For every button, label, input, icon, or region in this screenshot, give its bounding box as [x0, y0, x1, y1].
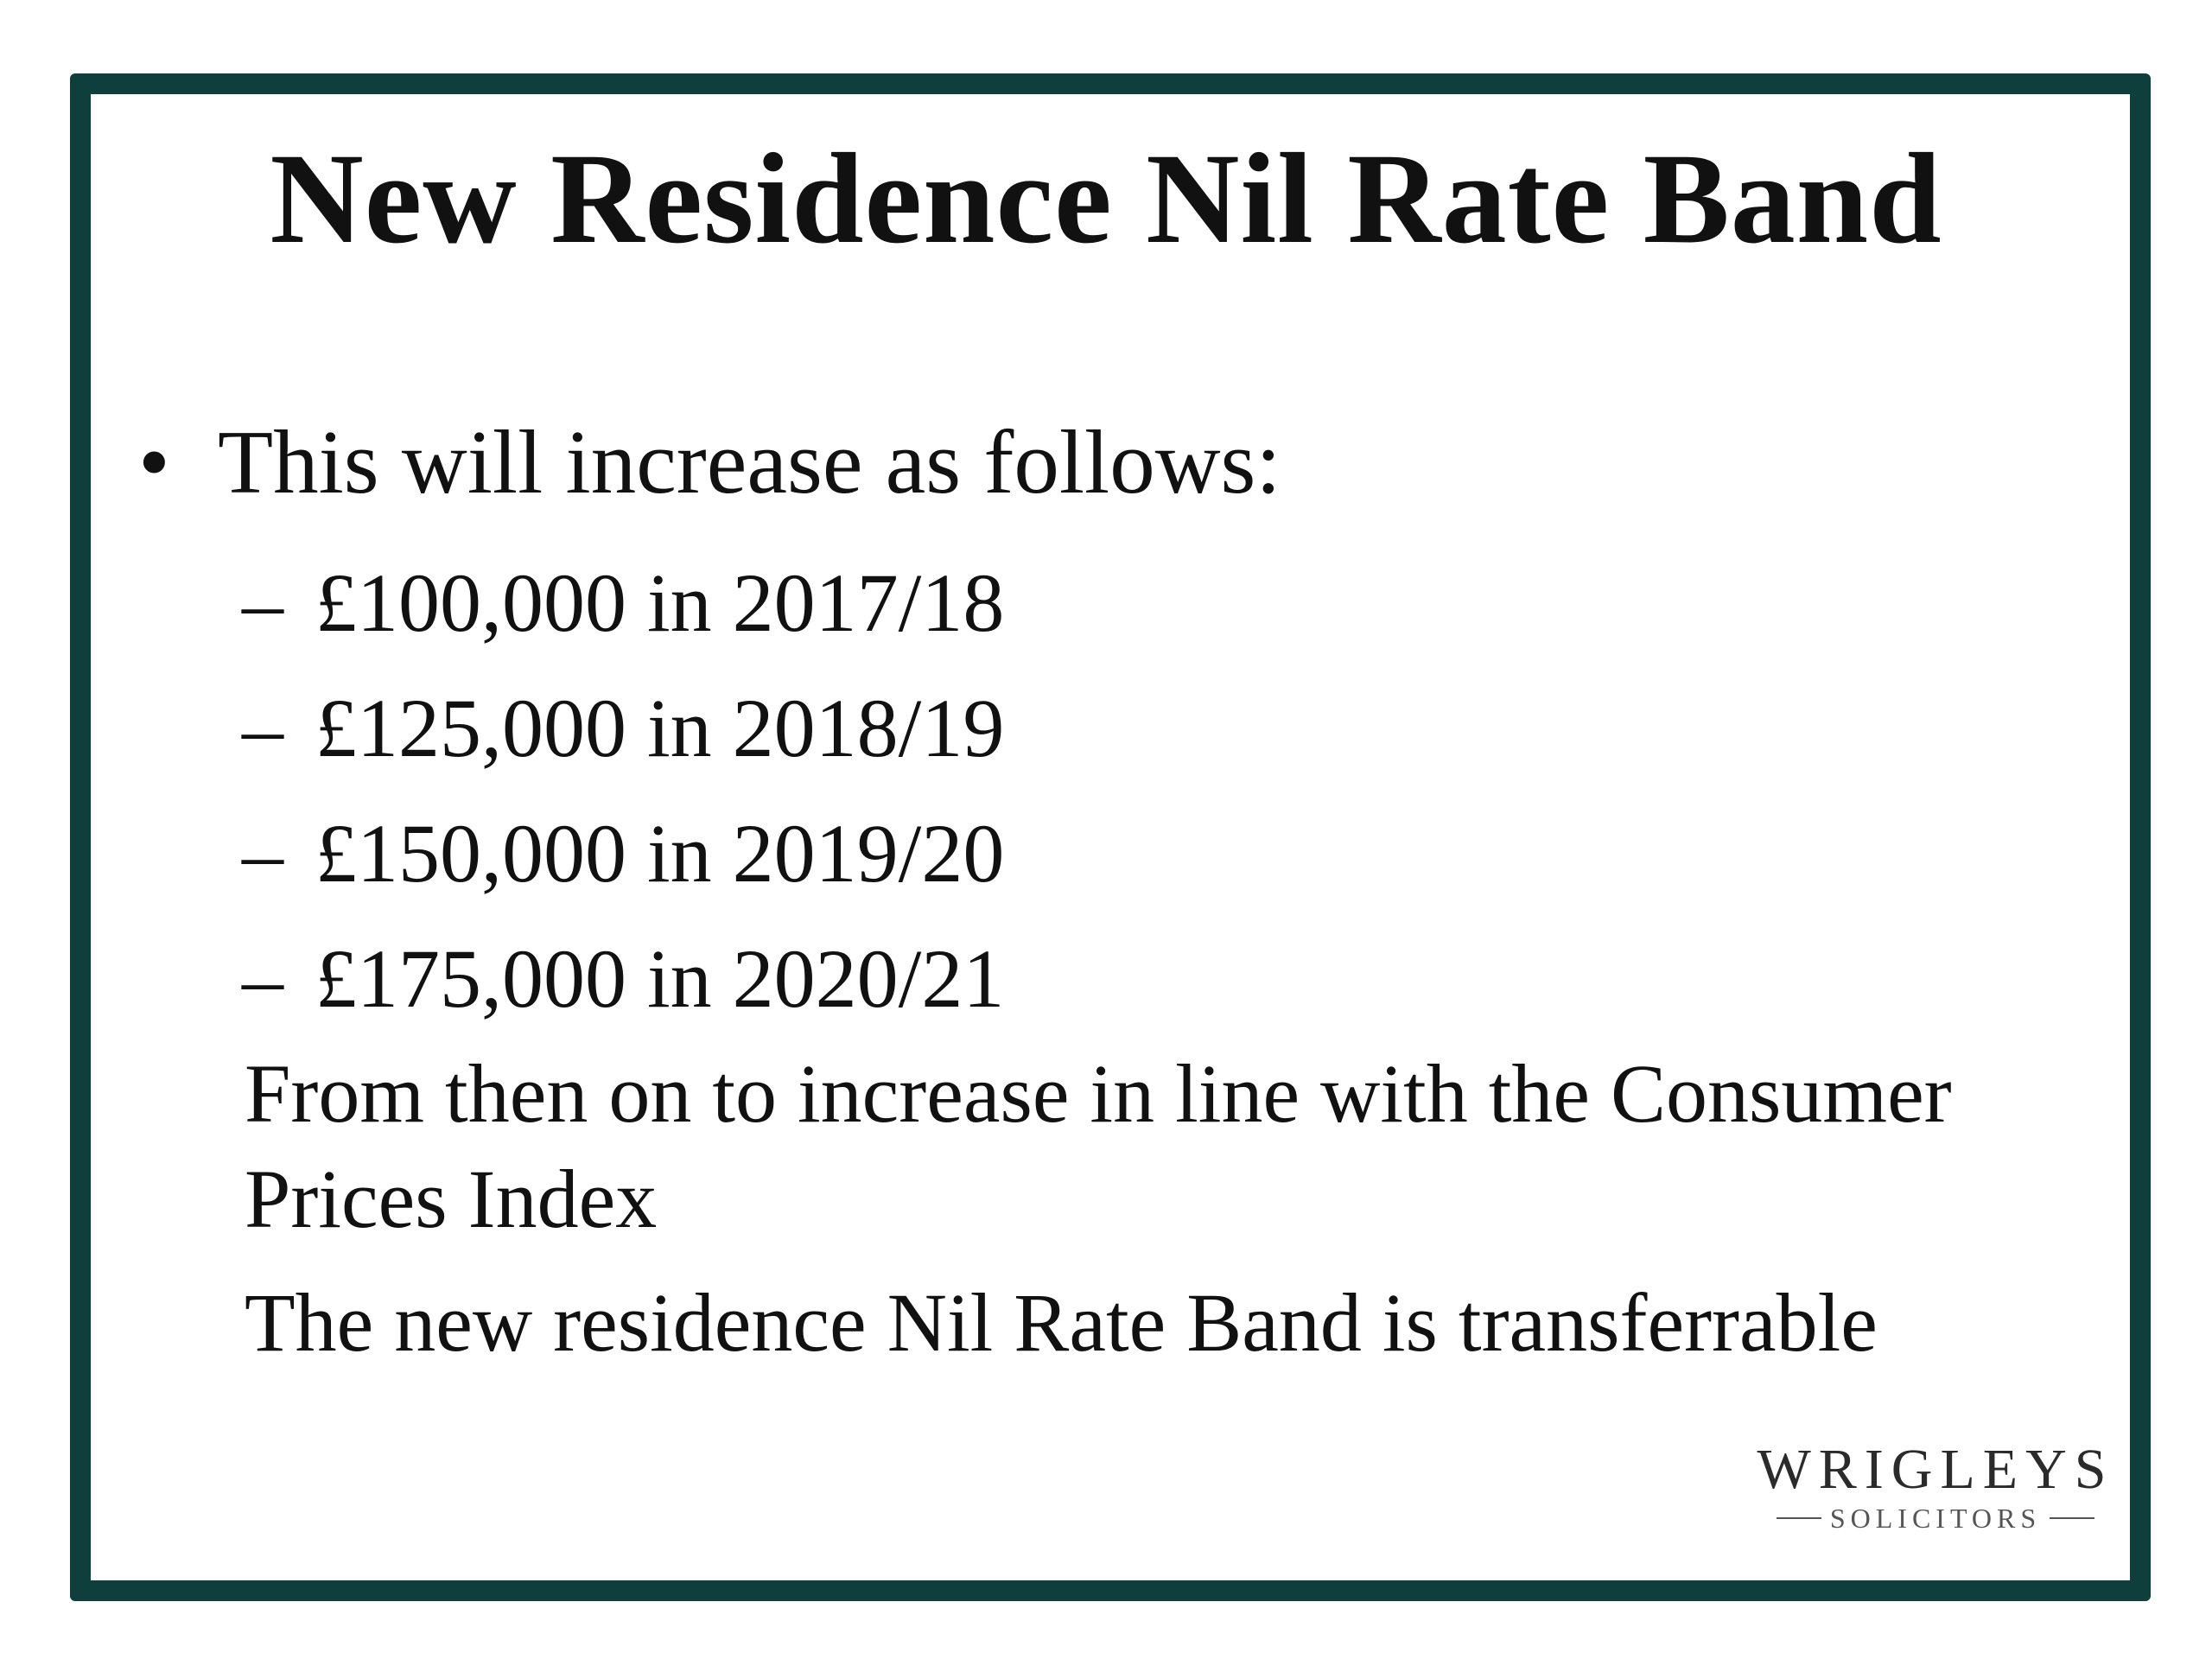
logo-subtitle: SOLICITORS	[1829, 1503, 2042, 1534]
slide-frame	[70, 73, 2151, 1601]
wrigleys-logo: WRIGLEYS SOLICITORS	[1754, 1439, 2117, 1535]
slide-title: New Residence Nil Rate Band	[270, 127, 1942, 270]
bullet-marker: •	[138, 411, 170, 512]
sub-item-text: £150,000 in 2019/20	[315, 807, 1005, 899]
sub-item-text: £100,000 in 2017/18	[315, 556, 1005, 649]
dash-marker: –	[242, 682, 283, 774]
bullet-text: This will increase as follows:	[218, 411, 1281, 512]
sub-item-2017: – £100,000 in 2017/18	[242, 540, 1004, 665]
bullet-item: • This will increase as follows:	[138, 406, 1281, 518]
sub-item-2020: – £175,000 in 2020/21	[242, 916, 1004, 1041]
dash-marker: –	[242, 556, 283, 649]
sub-item-2018: – £125,000 in 2018/19	[242, 665, 1004, 791]
dash-marker: –	[242, 807, 283, 899]
dash-marker: –	[242, 932, 283, 1025]
cpi-paragraph: From then on to increase in line with th…	[245, 1047, 1952, 1245]
sub-list: – £100,000 in 2017/18 – £125,000 in 2018/1…	[242, 540, 1004, 1041]
logo-name: WRIGLEYS	[1757, 1438, 2114, 1501]
logo-rule-right	[2050, 1517, 2095, 1519]
sub-item-2019: – £150,000 in 2019/20	[242, 791, 1004, 916]
sub-item-text: £175,000 in 2020/21	[315, 932, 1005, 1025]
logo-rule-left	[1776, 1517, 1821, 1519]
transferrable-paragraph: The new residence Nil Rate Band is trans…	[245, 1276, 1878, 1369]
sub-item-text: £125,000 in 2018/19	[315, 682, 1005, 774]
logo-subtitle-row: SOLICITORS	[1754, 1501, 2117, 1535]
